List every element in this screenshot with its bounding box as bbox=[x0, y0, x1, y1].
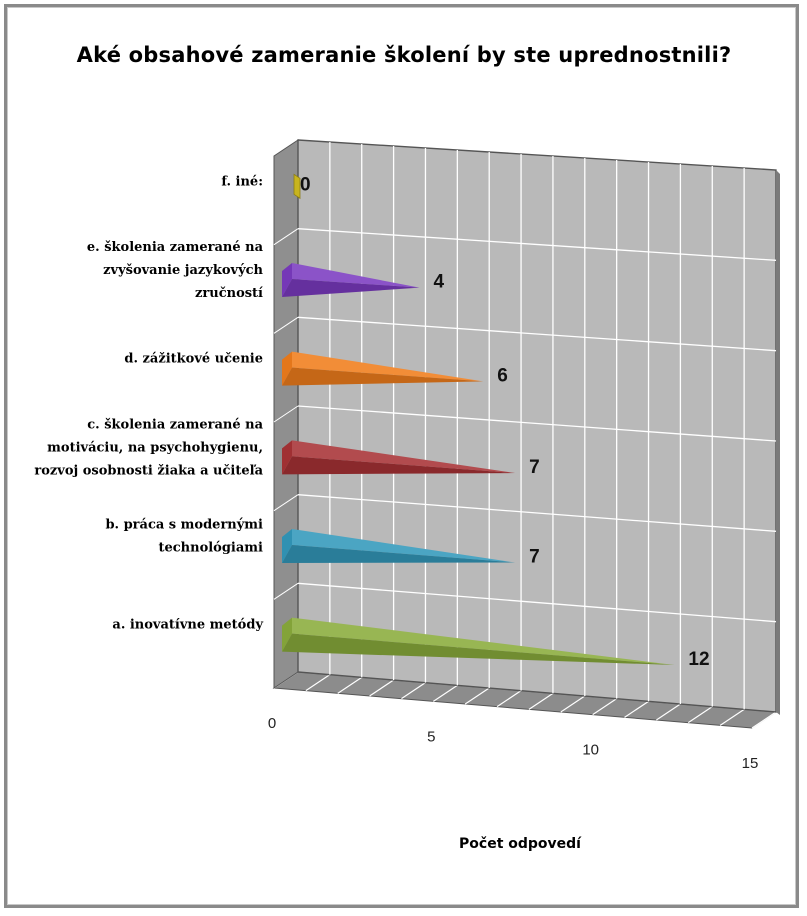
bar-cone-base bbox=[282, 440, 292, 475]
side-gridline bbox=[273, 228, 299, 246]
x-axis-label: Počet odpovedí bbox=[459, 836, 582, 852]
bar-cone-bottom bbox=[282, 633, 675, 665]
category-label-line: b. práca s modernými bbox=[105, 518, 263, 533]
category-label-line: rozvoj osobnosti žiaka a učiteľa bbox=[34, 463, 263, 478]
floor-gridline bbox=[305, 674, 331, 692]
bar bbox=[282, 351, 484, 386]
horizontal-gridline bbox=[297, 494, 777, 532]
floor-gridline bbox=[624, 700, 649, 718]
back-wall bbox=[297, 139, 777, 713]
floor-gridline bbox=[528, 692, 554, 710]
category-label: d. zážitkové učenie bbox=[124, 352, 263, 367]
x-tick-label: 0 bbox=[268, 715, 276, 732]
horizontal-gridline bbox=[297, 582, 777, 623]
floor-gridline bbox=[401, 682, 426, 700]
category-label-line: zručností bbox=[195, 286, 263, 301]
category-label-line: motiváciu, na psychohygienu, bbox=[47, 440, 263, 455]
side-gridline bbox=[273, 405, 299, 423]
category-label: f. iné: bbox=[221, 174, 263, 189]
floor-gridline bbox=[337, 676, 363, 694]
bar bbox=[282, 263, 420, 297]
category-label-line: a. inovatívne metódy bbox=[112, 618, 263, 633]
bar-cone-base bbox=[282, 617, 292, 652]
floor-gridline bbox=[560, 695, 586, 713]
x-tick-label: 15 bbox=[742, 755, 759, 772]
floor-gridline bbox=[751, 711, 777, 729]
bar-cone-top bbox=[292, 440, 516, 474]
floor-gridline bbox=[433, 684, 458, 702]
floor-gridline bbox=[687, 706, 713, 724]
floor-gridline bbox=[369, 679, 394, 697]
chart-gridlines bbox=[273, 142, 777, 710]
floor-gridline bbox=[464, 687, 490, 705]
data-label: 4 bbox=[433, 272, 444, 293]
category-label-line: zvyšovanie jazykových bbox=[103, 263, 263, 278]
category-label: a. inovatívne metódy bbox=[112, 618, 263, 633]
category-label-line: c. školenia zamerané na bbox=[87, 417, 263, 432]
chart-data-labels: 12 7 7 6 4 0 bbox=[300, 174, 710, 670]
chart-title: Aké obsahové zameranie školení by ste up… bbox=[77, 43, 732, 67]
bar-cone-bottom bbox=[282, 456, 516, 475]
back-wall-edge bbox=[776, 170, 780, 715]
floor-gridline bbox=[656, 703, 681, 721]
side-gridline bbox=[273, 316, 299, 334]
side-gridline bbox=[273, 494, 299, 512]
data-label: 7 bbox=[529, 457, 540, 478]
x-tick-label: 5 bbox=[427, 728, 435, 745]
category-label: e. školenia zamerané na zvyšovanie jazyko… bbox=[87, 240, 264, 301]
data-label: 0 bbox=[300, 174, 311, 195]
bar-cone-base bbox=[282, 529, 292, 563]
category-label-line: f. iné: bbox=[221, 174, 263, 189]
bar-cone-bottom bbox=[282, 279, 420, 297]
chart-x-tick-labels: 0 5 10 15 bbox=[268, 715, 759, 772]
horizontal-gridline bbox=[297, 405, 777, 442]
bar-cone-top bbox=[292, 617, 675, 665]
x-tick-label: 10 bbox=[582, 742, 599, 759]
data-label: 7 bbox=[529, 547, 540, 568]
side-gridline bbox=[273, 582, 299, 600]
bar bbox=[293, 173, 301, 200]
bar-cone-base bbox=[293, 173, 301, 200]
bar-cone-base bbox=[282, 263, 292, 297]
floor-gridline bbox=[496, 690, 522, 708]
floor-gridline bbox=[592, 698, 617, 716]
horizontal-gridline bbox=[297, 228, 777, 261]
data-label: 12 bbox=[688, 649, 709, 670]
bar bbox=[282, 529, 516, 563]
data-label: 6 bbox=[497, 365, 508, 386]
category-label: b. práca s modernými technológiami bbox=[105, 518, 263, 556]
horizontal-gridline bbox=[297, 316, 777, 352]
bar-cone-base bbox=[282, 351, 292, 386]
bar-cone-bottom bbox=[282, 545, 516, 563]
floor-gridline bbox=[719, 708, 745, 726]
bar-cone-bottom bbox=[282, 367, 484, 386]
category-label-line: d. zážitkové učenie bbox=[124, 352, 263, 367]
bar bbox=[282, 440, 516, 475]
bar-cone-top bbox=[292, 351, 484, 382]
category-label-line: technológiami bbox=[158, 541, 263, 556]
bar-cone-top bbox=[292, 529, 516, 563]
chart-bars bbox=[282, 173, 675, 665]
category-label-line: e. školenia zamerané na bbox=[87, 240, 264, 255]
chart-category-labels: a. inovatívne metódy b. práca s modernými… bbox=[34, 174, 263, 632]
bar-cone-top bbox=[292, 263, 420, 288]
bar bbox=[282, 617, 675, 665]
category-label: c. školenia zamerané na motiváciu, na psy… bbox=[34, 417, 263, 478]
